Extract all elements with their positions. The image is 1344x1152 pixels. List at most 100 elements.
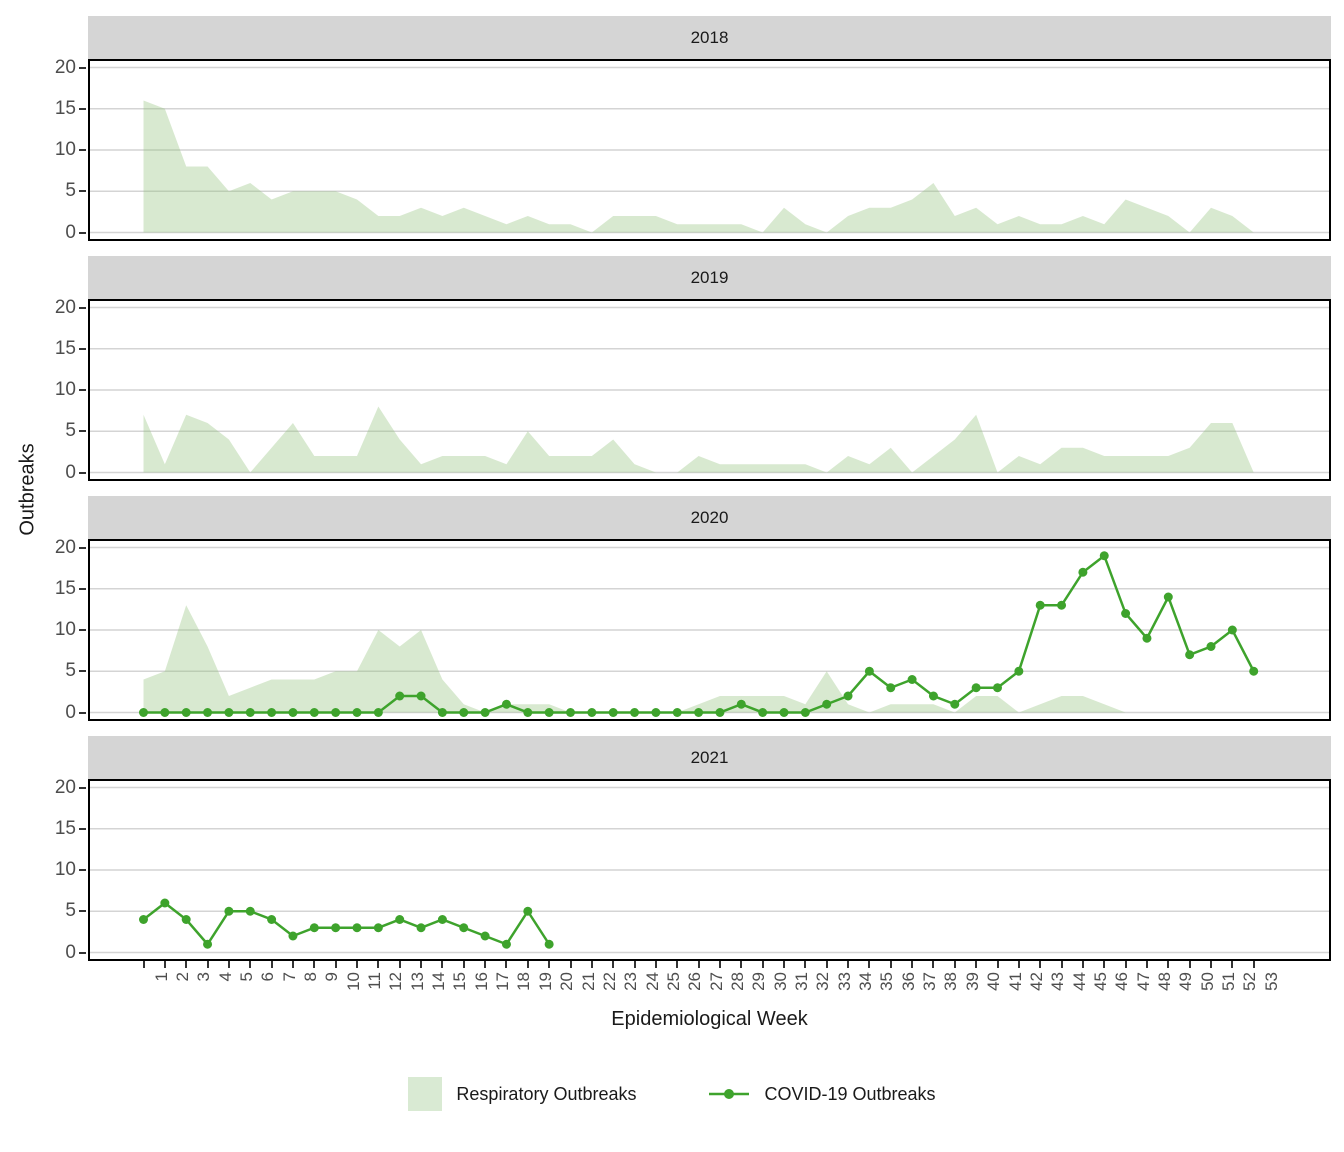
y-axis-title: Outbreaks (16, 443, 39, 536)
y-tick-label: 5 (65, 900, 76, 922)
facet-plot-2018 (88, 59, 1331, 241)
covid-point (203, 939, 213, 949)
covid-point (245, 906, 255, 916)
x-tick-mark (526, 961, 529, 968)
covid-point (1121, 609, 1131, 618)
x-tick-mark (249, 961, 252, 968)
x-tick-mark (1231, 961, 1234, 968)
y-tick-label: 15 (54, 97, 76, 119)
covid-point (566, 708, 575, 717)
x-tick-label-week-45: 45 (1090, 972, 1110, 991)
covid-point (267, 915, 277, 924)
covid-point (843, 691, 853, 701)
covid-point (203, 708, 213, 717)
covid-point (1078, 567, 1088, 577)
y-tick-mark (79, 306, 86, 309)
y-tick-mark (79, 786, 86, 789)
covid-point (907, 675, 917, 684)
x-tick-mark (1017, 961, 1020, 968)
y-tick-mark (79, 190, 86, 193)
covid-point (309, 923, 319, 933)
x-tick-mark (761, 961, 764, 968)
x-tick-mark (804, 961, 807, 968)
y-tick-label: 0 (65, 941, 76, 963)
covid-point (864, 666, 874, 676)
x-tick-label-week-5: 5 (236, 972, 256, 982)
x-tick-mark (1060, 961, 1063, 968)
x-tick-mark (1124, 961, 1127, 968)
y-tick-mark (79, 149, 86, 151)
facet-strip-2021: 2021 (88, 736, 1331, 779)
respiratory-area-2020 (143, 605, 1254, 713)
respiratory-area-key-icon (408, 1077, 443, 1111)
y-tick-label: 0 (65, 701, 76, 723)
y-tick-label: 10 (54, 139, 76, 160)
y-tick-label: 0 (65, 221, 76, 243)
covid-point (544, 939, 554, 949)
x-tick-label-week-41: 41 (1005, 972, 1025, 991)
x-axis-title: Epidemiological Week (611, 1008, 808, 1030)
x-tick-mark (334, 961, 337, 968)
covid-point (459, 923, 469, 933)
x-tick-mark (462, 961, 465, 968)
x-tick-mark (441, 961, 444, 968)
x-tick-label-week-8: 8 (300, 972, 320, 982)
covid-point (139, 708, 148, 717)
x-tick-label-week-46: 46 (1112, 972, 1132, 991)
covid-point (224, 906, 234, 916)
covid-point (523, 708, 533, 717)
x-tick-mark (313, 961, 316, 968)
x-tick-mark (484, 961, 487, 968)
x-tick-label-week-3: 3 (194, 972, 214, 982)
x-tick-mark (740, 961, 743, 968)
x-tick-mark (548, 961, 551, 968)
covid-point (288, 931, 298, 941)
covid-point (352, 923, 362, 933)
covid-point (160, 708, 170, 717)
y-tick-mark (79, 471, 86, 474)
covid-point (416, 923, 426, 933)
x-tick-mark (975, 961, 978, 968)
covid-point (480, 931, 490, 941)
legend-label-covid: COVID-19 Outbreaks (764, 1083, 936, 1104)
covid-point (1206, 642, 1216, 651)
x-tick-mark (569, 961, 572, 968)
x-tick-mark (911, 961, 914, 968)
x-tick-mark (1145, 961, 1148, 968)
x-tick-mark (1188, 961, 1191, 968)
covid-point (1035, 600, 1045, 610)
x-tick-label-week-13: 13 (407, 972, 427, 991)
covid-point (886, 683, 896, 693)
x-tick-mark (718, 961, 721, 968)
y-tick-label: 20 (54, 56, 76, 78)
covid-point (181, 708, 191, 717)
covid-point (437, 915, 447, 924)
facet-plot-2021 (88, 779, 1331, 961)
covid-point (1014, 666, 1024, 676)
x-tick-label-week-44: 44 (1069, 972, 1089, 991)
y-tick-mark (79, 711, 86, 714)
facet-strip-2020: 2020 (88, 496, 1331, 539)
x-tick-label-week-36: 36 (898, 972, 918, 991)
x-tick-label-week-52: 52 (1240, 972, 1260, 991)
y-tick-label: 10 (54, 379, 76, 400)
x-tick-mark (1167, 961, 1170, 968)
x-tick-label-week-6: 6 (258, 972, 278, 982)
y-tick-mark (79, 389, 86, 391)
y-tick-label: 15 (54, 337, 76, 359)
y-tick-label: 20 (54, 536, 76, 558)
covid-point (1227, 625, 1237, 635)
y-tick-mark (79, 869, 86, 871)
covid-point (160, 898, 170, 908)
x-tick-mark (377, 961, 380, 968)
covid-point (501, 699, 511, 709)
x-tick-label-week-26: 26 (685, 972, 705, 991)
covid-point (758, 708, 768, 717)
covid-point (651, 708, 661, 717)
covid-point (1142, 633, 1152, 643)
x-tick-label-week-32: 32 (813, 972, 833, 991)
x-tick-label-week-27: 27 (706, 972, 726, 991)
x-tick-label-week-23: 23 (621, 972, 641, 991)
covid-point (523, 906, 533, 916)
x-tick-mark (654, 961, 657, 968)
